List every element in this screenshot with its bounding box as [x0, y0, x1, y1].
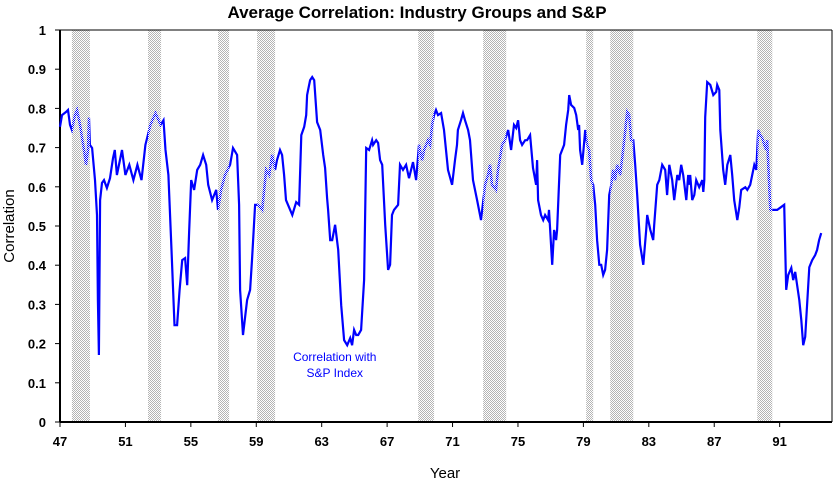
x-tick-label: 51 — [118, 434, 132, 449]
y-tick-label: 0.1 — [28, 376, 46, 391]
series-line — [58, 74, 823, 356]
x-tick-label: 59 — [249, 434, 263, 449]
x-tick-label: 79 — [576, 434, 590, 449]
x-tick-label: 71 — [445, 434, 459, 449]
x-tick-label: 83 — [642, 434, 656, 449]
recession-band — [586, 30, 594, 422]
recession-band — [257, 30, 276, 422]
x-axis-label: Year — [430, 465, 460, 480]
series-layer — [58, 74, 823, 356]
y-tick-label: 0.2 — [28, 337, 46, 352]
y-tick-label: 0.4 — [28, 258, 47, 273]
y-axis-label: Correlation — [1, 189, 18, 262]
recession-bands — [71, 30, 773, 422]
x-tick-label: 55 — [184, 434, 198, 449]
x-tick-label: 75 — [511, 434, 525, 449]
recession-band — [217, 30, 230, 422]
y-tick-label: 0.7 — [28, 141, 46, 156]
recession-band — [610, 30, 634, 422]
y-tick-label: 0.6 — [28, 180, 46, 195]
annotation-line-1: Correlation with — [293, 350, 376, 364]
chart-title: Average Correlation: Industry Groups and… — [227, 3, 606, 22]
recession-band — [483, 30, 507, 422]
recession-band — [71, 30, 90, 422]
recession-band — [147, 30, 162, 422]
annotation-line-2: S&P Index — [307, 366, 363, 380]
y-tick-label: 0.9 — [28, 62, 46, 77]
x-tick-label: 63 — [314, 434, 328, 449]
y-tick-label: 0 — [39, 415, 46, 430]
y-tick-label: 1 — [39, 23, 46, 38]
x-tick-label: 47 — [53, 434, 67, 449]
recession-band — [418, 30, 435, 422]
y-tick-label: 0.5 — [28, 219, 46, 234]
x-tick-label: 87 — [707, 434, 721, 449]
x-tick-label: 91 — [772, 434, 786, 449]
y-tick-label: 0.3 — [28, 297, 46, 312]
axes: 0 0.1 0.2 0.3 0.4 0.5 0.6 0.7 0.8 0.9 1 47 51 55 59 63 6… — [28, 23, 833, 449]
x-tick-label: 67 — [380, 434, 394, 449]
recession-band — [757, 30, 773, 422]
y-tick-label: 0.8 — [28, 101, 46, 116]
